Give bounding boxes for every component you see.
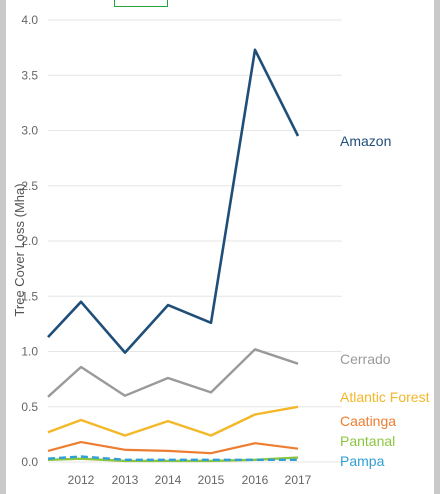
y-tick-label: 2.0 <box>21 234 38 248</box>
y-tick-label: 1.5 <box>21 289 38 303</box>
y-tick-labels: 0.0 0.5 1.0 1.5 2.0 2.5 3.0 3.5 4.0 <box>21 13 38 469</box>
y-tick-label: 3.5 <box>21 68 38 82</box>
series-line-pantanal <box>47 456 299 463</box>
series-label-cerrado: Cerrado <box>340 351 391 367</box>
series-lines <box>47 48 300 463</box>
series-line-caatinga <box>47 441 299 455</box>
series-line-amazon <box>47 48 300 354</box>
y-tick-label: 0.0 <box>21 455 38 469</box>
series-line-pampa <box>47 455 298 461</box>
series-line-atlantic-forest <box>47 405 299 437</box>
x-tick-label: 2017 <box>285 473 312 487</box>
x-tick-labels: 2012 2013 2014 2015 2016 2017 <box>68 473 312 487</box>
y-tick-label: 1.0 <box>21 345 38 359</box>
y-axis-title: Tree Cover Loss (Mha) <box>12 183 27 316</box>
grid-lines <box>48 19 342 463</box>
series-label-pantanal: Pantanal <box>340 433 395 449</box>
series-line-cerrado <box>47 348 299 398</box>
y-tick-label: 0.5 <box>21 400 38 414</box>
x-tick-label: 2012 <box>68 473 95 487</box>
y-tick-label: 2.5 <box>21 179 38 193</box>
top-tab-indicator <box>114 0 168 7</box>
series-label-amazon: Amazon <box>340 133 391 149</box>
series-labels: Amazon Cerrado Atlantic Forest Caatinga Pant… <box>340 133 430 469</box>
series-label-caatinga: Caatinga <box>340 413 396 429</box>
series-label-pampa: Pampa <box>340 453 385 469</box>
y-tick-label: 3.0 <box>21 124 38 138</box>
y-tick-label: 4.0 <box>21 13 38 27</box>
x-tick-label: 2016 <box>242 473 269 487</box>
x-tick-label: 2013 <box>112 473 139 487</box>
chart-frame <box>6 0 434 494</box>
x-tick-label: 2014 <box>155 473 182 487</box>
x-tick-label: 2015 <box>198 473 225 487</box>
series-label-atlantic-forest: Atlantic Forest <box>340 389 430 405</box>
